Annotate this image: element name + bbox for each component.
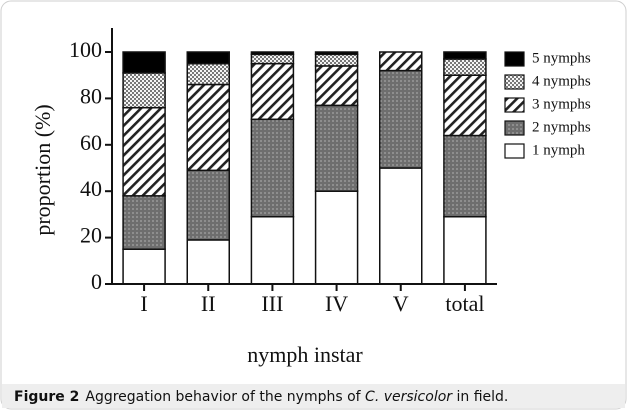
bar-segment (250, 53, 295, 65)
bar-segment (314, 104, 359, 192)
caption: Figure 2 Aggregation behavior of the nymp… (14, 389, 508, 405)
bar-segment (186, 169, 230, 241)
bar-segment (443, 51, 487, 60)
bar-segment (122, 195, 166, 250)
y-tick-label: 80 (80, 83, 102, 108)
bar-segment (443, 215, 487, 285)
bar-segment (250, 118, 295, 218)
legend-label: 4 nymphs (532, 73, 591, 89)
caption-band (2, 384, 625, 408)
bar-segment (379, 167, 423, 285)
x-tick-label: II (201, 291, 216, 316)
legend-swatch (504, 51, 525, 67)
bar-segment (186, 83, 230, 172)
bar-segment (379, 51, 423, 72)
legend-label: 2 nymphs (532, 119, 591, 135)
x-tick-label: V (393, 291, 409, 316)
x-tick-label: III (261, 291, 283, 316)
bar-segment (314, 51, 359, 56)
x-axis-label: nymph instar (247, 342, 363, 367)
bar-segment (250, 51, 295, 56)
bar-segment (122, 106, 166, 197)
bar-segment (314, 53, 359, 67)
legend-swatch (504, 74, 525, 90)
legend-label: 1 nymph (532, 142, 585, 158)
bar-segment (122, 72, 166, 109)
legend-label: 5 nymphs (532, 50, 591, 66)
bar-segment (186, 51, 230, 65)
bar-segment (443, 74, 487, 137)
y-tick-label: 20 (80, 223, 102, 248)
caption-label: Figure 2 (14, 389, 79, 405)
bar-segment (122, 51, 166, 74)
x-tick-label: IV (325, 291, 348, 316)
bar-segment (314, 65, 359, 107)
legend-swatch (504, 143, 525, 159)
y-axis-label: proportion (%) (30, 104, 55, 235)
caption-tail: in field. (452, 389, 508, 405)
x-tick-label: total (445, 291, 484, 316)
legend-swatch (504, 97, 525, 113)
legend-label: 3 nymphs (532, 96, 591, 112)
y-tick-label: 60 (80, 130, 102, 155)
bar-segment (314, 190, 359, 285)
caption-text: Aggregation behavior of the nymphs of (85, 389, 365, 405)
x-tick-label: I (140, 291, 147, 316)
bar-segment (443, 134, 487, 218)
bar-segment (186, 62, 230, 86)
bar-segment (379, 69, 423, 169)
bar-segment (250, 215, 295, 285)
bar-segment (250, 62, 295, 121)
y-tick-label: 40 (80, 176, 102, 201)
y-tick-label: 100 (69, 37, 102, 62)
bar-segment (443, 58, 487, 76)
bar-segment (122, 248, 166, 285)
bar-segment (186, 239, 230, 285)
y-tick-label: 0 (91, 269, 102, 294)
legend-swatch (504, 120, 525, 136)
caption-species: C. versicolor (365, 389, 453, 405)
